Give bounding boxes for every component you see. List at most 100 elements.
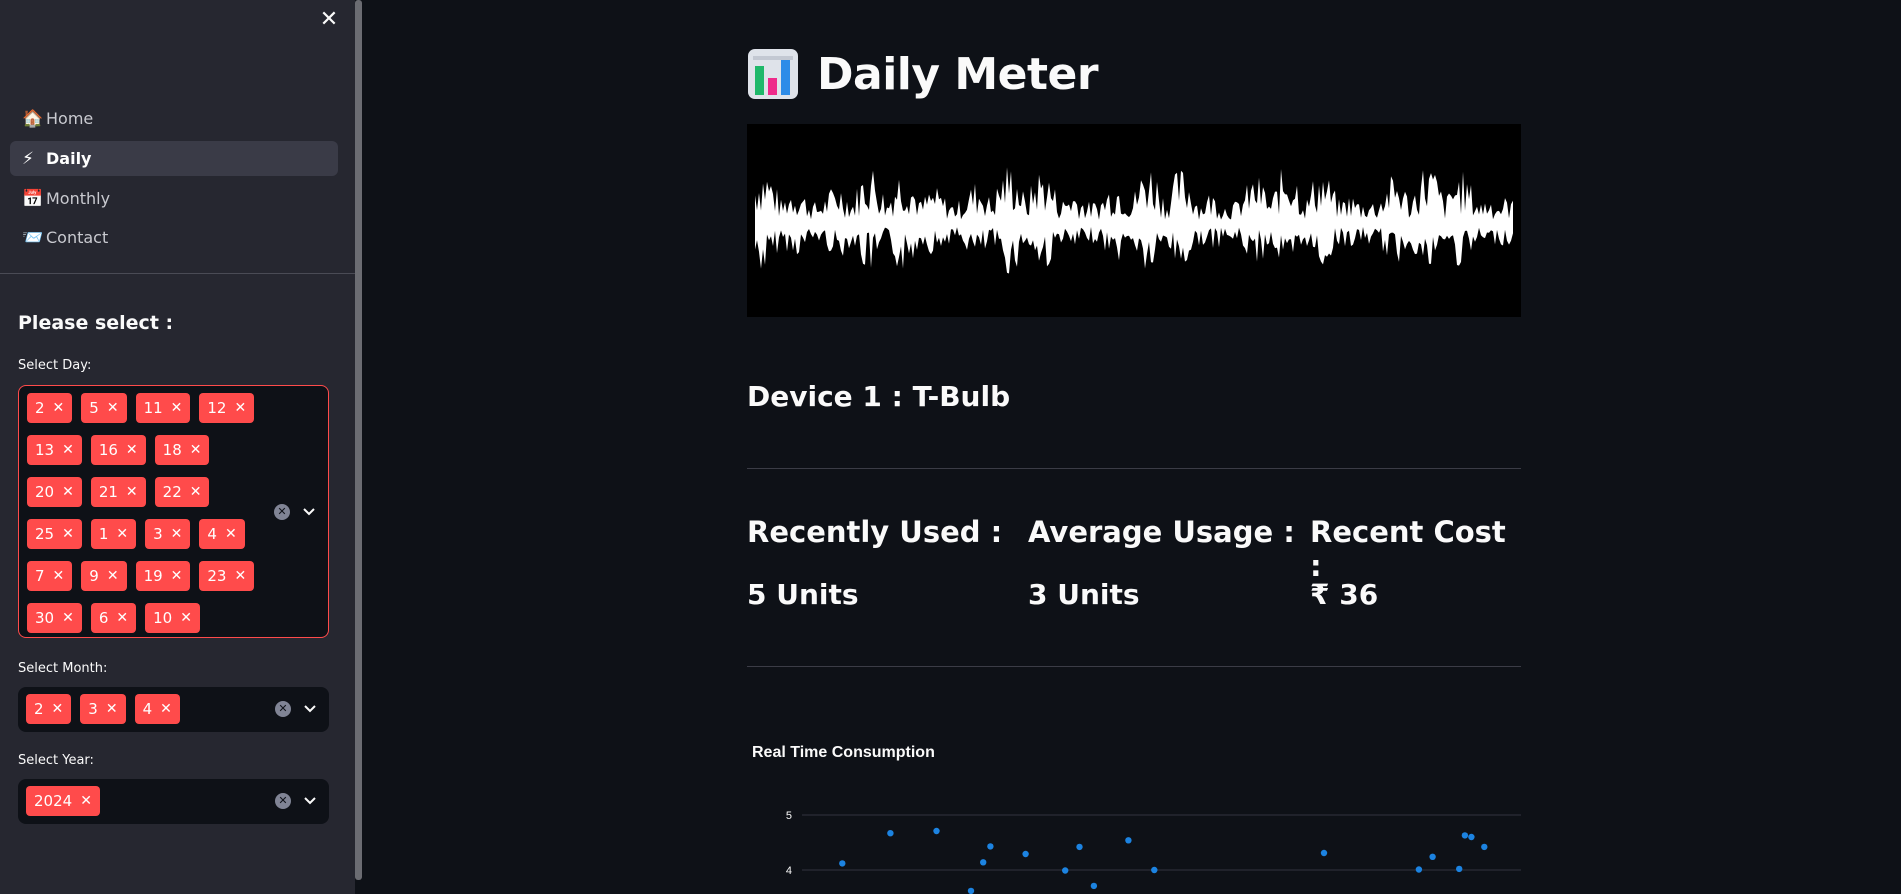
day-tag[interactable]: 9 ✕ (81, 561, 127, 591)
tag-label: 4 (207, 525, 217, 543)
day-tag[interactable]: 11 ✕ (135, 393, 191, 423)
clear-icon[interactable]: ✕ (275, 701, 291, 717)
tag-label: 9 (89, 567, 99, 585)
remove-tag-icon[interactable]: ✕ (52, 400, 65, 416)
scatter-point[interactable] (1320, 849, 1328, 857)
clear-icon[interactable]: ✕ (275, 793, 291, 809)
day-tag[interactable]: 7 ✕ (27, 561, 73, 591)
scatter-chart[interactable]: Real Time Consumption 5 4 (747, 730, 1521, 894)
scatter-point[interactable] (1415, 866, 1423, 873)
tag-label: 25 (35, 525, 55, 543)
scatter-point[interactable] (1481, 843, 1488, 851)
tag-label: 19 (143, 567, 163, 585)
close-icon[interactable]: ✕ (319, 7, 339, 32)
calendar-icon: 📅 (22, 188, 44, 209)
chevron-down-icon[interactable] (302, 505, 316, 519)
remove-tag-icon[interactable]: ✕ (106, 400, 119, 416)
remove-tag-icon[interactable]: ✕ (234, 568, 247, 584)
day-tag[interactable]: 19 ✕ (135, 561, 191, 591)
clear-icon[interactable]: ✕ (274, 504, 290, 520)
remove-tag-icon[interactable]: ✕ (189, 442, 202, 458)
remove-tag-icon[interactable]: ✕ (62, 442, 74, 458)
scatter-point[interactable] (1022, 850, 1029, 858)
scatter-point[interactable] (1090, 882, 1098, 890)
day-tag[interactable]: 25 ✕ (27, 519, 82, 549)
tag-label: 1 (98, 525, 109, 543)
month-tag[interactable]: 3 ✕ (80, 694, 126, 724)
sidebar-item-home[interactable]: 🏠 Home (10, 101, 338, 136)
chevron-down-icon[interactable] (303, 794, 317, 808)
month-tag[interactable]: 4 ✕ (134, 694, 180, 724)
day-tag[interactable]: 12 ✕ (199, 393, 255, 423)
day-tag[interactable]: 22 ✕ (154, 477, 210, 507)
house-icon: 🏠 (22, 108, 44, 129)
remove-tag-icon[interactable]: ✕ (62, 484, 74, 500)
remove-tag-icon[interactable]: ✕ (125, 484, 138, 500)
remove-tag-icon[interactable]: ✕ (224, 526, 237, 542)
remove-tag-icon[interactable]: ✕ (125, 442, 138, 458)
scatter-point[interactable] (933, 827, 940, 835)
day-tag[interactable]: 3 ✕ (145, 519, 191, 549)
scatter-point[interactable] (1456, 865, 1463, 873)
scatter-point[interactable] (980, 859, 987, 866)
day-tag[interactable]: 18 ✕ (154, 435, 210, 465)
year-multiselect[interactable]: 2024 ✕ ✕ (18, 779, 329, 824)
day-tag[interactable]: 5 ✕ (81, 393, 127, 423)
tag-label: 12 (207, 399, 227, 417)
year-tags: 2024 ✕ (26, 786, 266, 828)
device-heading: Device 1 : T-Bulb (747, 380, 1011, 413)
scatter-point[interactable] (987, 843, 994, 850)
month-tag[interactable]: 2 ✕ (26, 694, 72, 724)
remove-tag-icon[interactable]: ✕ (52, 568, 65, 584)
scatter-point[interactable] (1076, 843, 1083, 851)
day-tag[interactable]: 13 ✕ (27, 435, 82, 465)
tag-label: 30 (35, 609, 55, 627)
scatter-point[interactable] (1125, 837, 1132, 844)
day-multiselect[interactable]: 2 ✕ 5 ✕ 11 ✕ 12 ✕ 13 ✕ 16 ✕ 18 ✕ 20 ✕ 21 ✕ 22 ✕ 25 ✕ 1 ✕ 3 ✕ 4 ✕ 7 ✕ 9… (18, 385, 329, 638)
scatter-point[interactable] (967, 887, 975, 894)
day-tag[interactable]: 30 ✕ (27, 603, 82, 633)
remove-tag-icon[interactable]: ✕ (80, 793, 92, 809)
remove-tag-icon[interactable]: ✕ (62, 526, 74, 542)
chevron-down-icon[interactable] (303, 702, 317, 716)
year-tag[interactable]: 2024 ✕ (26, 786, 100, 816)
remove-tag-icon[interactable]: ✕ (51, 701, 64, 717)
tag-label: 11 (143, 399, 163, 417)
remove-tag-icon[interactable]: ✕ (234, 400, 247, 416)
remove-tag-icon[interactable]: ✕ (116, 526, 129, 542)
sidebar-item-contact[interactable]: 📨 Contact (10, 220, 338, 255)
month-multiselect[interactable]: 2 ✕ 3 ✕ 4 ✕ ✕ (18, 687, 329, 732)
remove-tag-icon[interactable]: ✕ (160, 701, 172, 717)
remove-tag-icon[interactable]: ✕ (62, 610, 74, 626)
remove-tag-icon[interactable]: ✕ (189, 484, 202, 500)
remove-tag-icon[interactable]: ✕ (180, 610, 192, 626)
scatter-point[interactable] (1468, 833, 1475, 841)
day-tag[interactable]: 20 ✕ (27, 477, 82, 507)
tag-label: 16 (98, 441, 118, 459)
remove-tag-icon[interactable]: ✕ (170, 526, 183, 542)
day-tag[interactable]: 16 ✕ (90, 435, 146, 465)
day-tag[interactable]: 2 ✕ (27, 393, 73, 423)
envelope-icon: 📨 (22, 227, 44, 248)
day-tag[interactable]: 6 ✕ (90, 603, 137, 633)
remove-tag-icon[interactable]: ✕ (105, 701, 118, 717)
day-tag[interactable]: 4 ✕ (199, 519, 245, 549)
scatter-point[interactable] (1062, 867, 1069, 874)
sidebar-item-monthly[interactable]: 📅 Monthly (10, 181, 338, 216)
day-tag[interactable]: 21 ✕ (90, 477, 146, 507)
sidebar-item-daily[interactable]: ⚡ Daily (10, 141, 338, 176)
scatter-point[interactable] (1151, 866, 1158, 874)
sidebar-scrollbar[interactable] (355, 0, 362, 880)
scatter-point[interactable] (1429, 853, 1436, 860)
day-tag[interactable]: 23 ✕ (199, 561, 255, 591)
remove-tag-icon[interactable]: ✕ (116, 610, 129, 626)
remove-tag-icon[interactable]: ✕ (170, 568, 183, 584)
day-tag[interactable]: 1 ✕ (90, 519, 137, 549)
sidebar-item-label: Monthly (46, 189, 111, 208)
day-tag[interactable]: 10 ✕ (145, 603, 200, 633)
scatter-point[interactable] (887, 830, 894, 837)
remove-tag-icon[interactable]: ✕ (170, 400, 183, 416)
scatter-point[interactable] (1461, 832, 1469, 839)
remove-tag-icon[interactable]: ✕ (106, 568, 119, 584)
scatter-point[interactable] (839, 860, 846, 867)
